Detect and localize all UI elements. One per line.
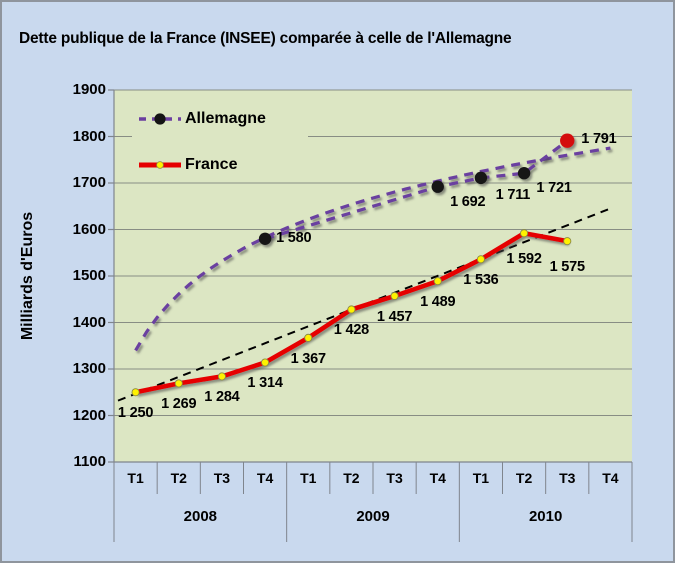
- france-point-marker: [261, 358, 270, 367]
- allemagne-line-sample-icon: [139, 113, 181, 125]
- x-year-label: 2008: [183, 508, 218, 525]
- france-point-marker: [520, 229, 529, 238]
- allemagne-point-marker: [517, 167, 531, 180]
- data-label: 1 250: [117, 405, 154, 422]
- y-tick-label: 1700: [72, 174, 106, 191]
- data-label: 1 428: [333, 322, 370, 339]
- y-tick-label: 1800: [72, 127, 106, 145]
- y-tick-label: 1200: [72, 406, 106, 424]
- data-label: 1 457: [376, 308, 413, 325]
- data-label: 1 711: [495, 186, 531, 203]
- x-quarter-label: T2: [170, 470, 187, 486]
- allemagne-point-marker: [474, 171, 488, 185]
- x-quarter-label: T4: [256, 470, 274, 486]
- y-tick-label: 1500: [72, 267, 106, 284]
- y-tick-label: 1600: [72, 220, 106, 238]
- data-label: 1 580: [276, 229, 312, 246]
- data-label: 1 489: [420, 294, 456, 311]
- france-point-marker: [131, 388, 140, 397]
- x-quarter-label: T3: [386, 470, 403, 486]
- x-quarter-label: T1: [127, 470, 144, 486]
- allemagne-trendline: [134, 146, 611, 352]
- data-label: 1 269: [161, 396, 197, 413]
- x-year-label: 2010: [528, 508, 563, 525]
- y-tick-label: 1400: [72, 313, 106, 331]
- y-tick-label: 1300: [72, 360, 106, 377]
- x-quarter-label: T2: [343, 470, 360, 486]
- france-point-marker: [563, 237, 572, 246]
- x-quarter-label: T1: [300, 470, 317, 486]
- chart-title: Dette publique de la France (INSEE) comp…: [19, 30, 512, 47]
- axis-lines: [108, 89, 633, 542]
- france-trendline: [117, 208, 610, 402]
- data-label: 1 284: [204, 389, 240, 406]
- france-point-marker: [390, 291, 399, 301]
- x-quarter-label: T3: [559, 470, 576, 486]
- france-point-marker: [304, 333, 313, 342]
- data-label: 1 721: [536, 180, 572, 197]
- france-point-marker: [217, 372, 226, 381]
- data-label: 1 536: [463, 272, 499, 289]
- x-quarter-label: T1: [472, 470, 490, 486]
- x-quarter-label: T4: [602, 470, 619, 486]
- x-quarter-label: T3: [213, 470, 231, 486]
- series-lines: [117, 133, 611, 402]
- legend: Allemagne France: [132, 98, 308, 182]
- allemagne-point-marker: [258, 232, 272, 245]
- france-point-marker: [347, 305, 356, 314]
- x-quarter-label: T4: [429, 470, 446, 486]
- data-label: 1 592: [506, 251, 542, 268]
- data-label: 1 314: [247, 375, 283, 392]
- allemagne-point-marker: [431, 180, 444, 193]
- france-line-sample-icon: [139, 161, 181, 169]
- france-point-marker: [433, 277, 442, 286]
- x-year-label: 2009: [356, 508, 390, 525]
- data-label: 1 692: [450, 193, 486, 210]
- y-tick-label: 1900: [72, 81, 106, 98]
- france-point-marker: [476, 255, 485, 264]
- legend-label-france: France: [185, 156, 238, 173]
- allemagne-highlight-point: [560, 133, 575, 148]
- legend-label-allemagne: Allemagne: [185, 110, 266, 127]
- x-quarter-label: T2: [515, 470, 533, 486]
- data-label: 1 575: [549, 259, 585, 276]
- data-label: 1 791: [581, 130, 617, 147]
- data-label: 1 367: [290, 350, 326, 367]
- y-tick-label: 1100: [73, 453, 106, 470]
- france-point-marker: [174, 379, 183, 388]
- legend-entry-allemagne: Allemagne: [138, 108, 266, 130]
- legend-entry-france: France: [138, 154, 237, 176]
